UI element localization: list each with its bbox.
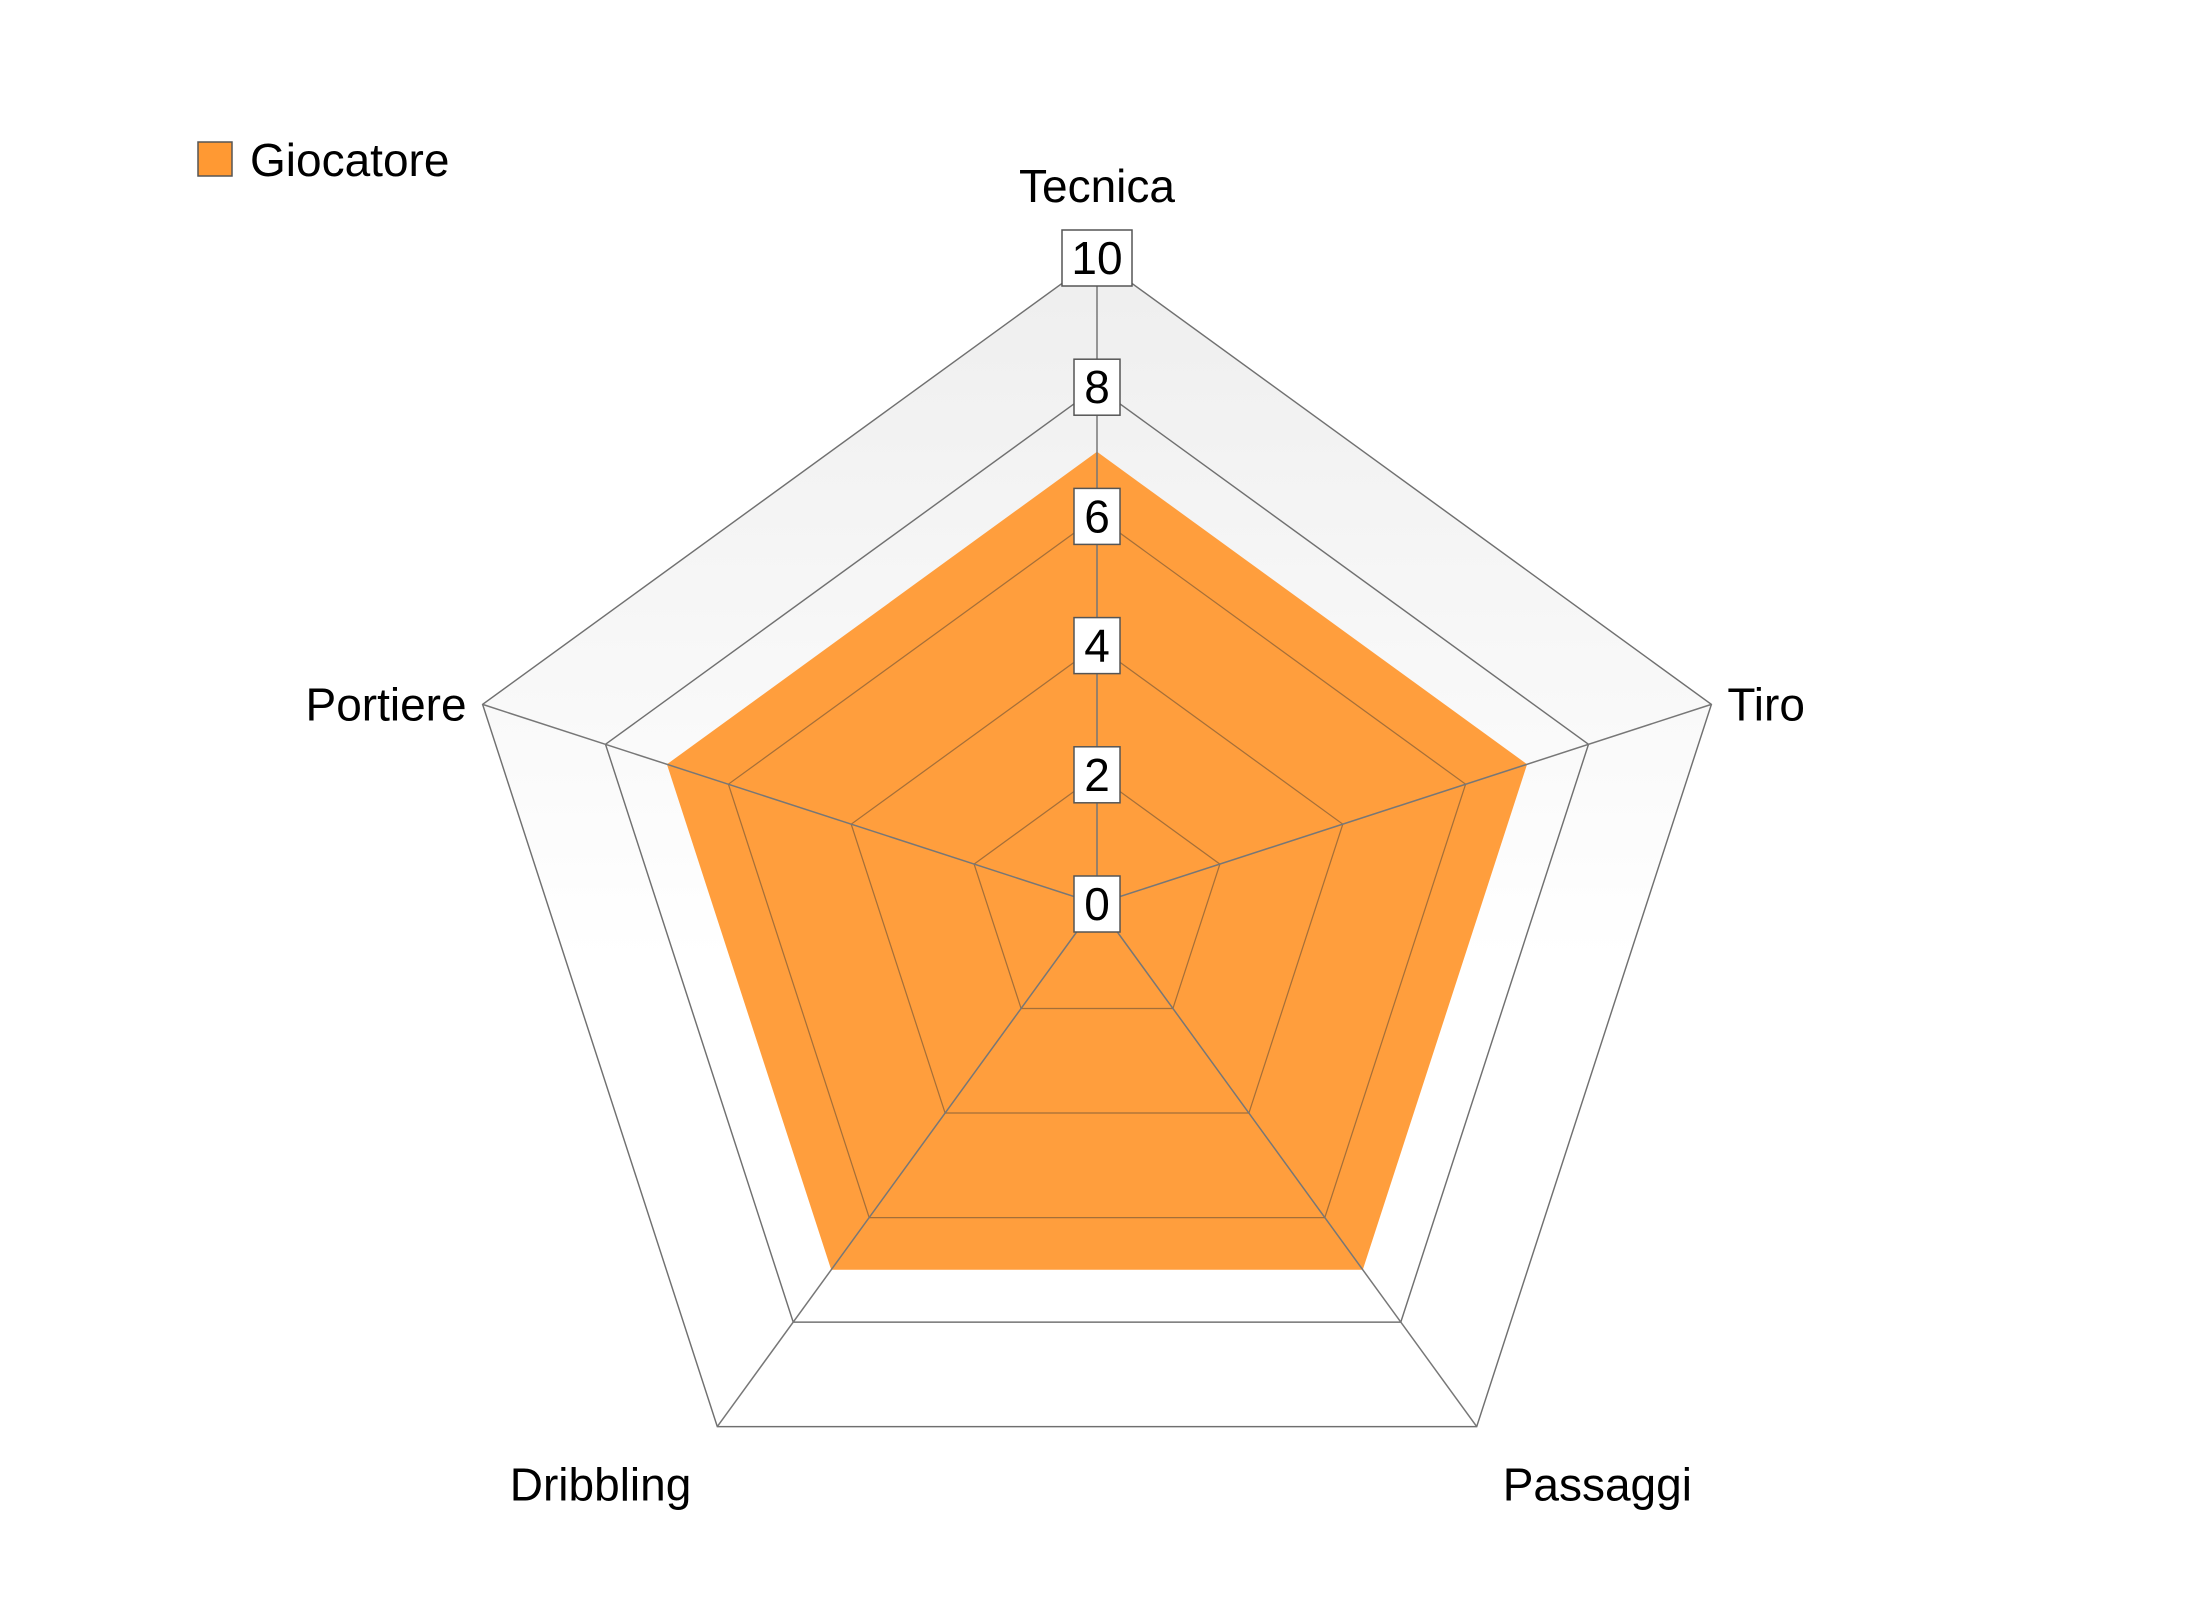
tick-label: 0 <box>1084 878 1110 930</box>
grid-ring-overlay <box>850 644 1344 1114</box>
tick-label-box <box>1073 358 1121 416</box>
tick-label-group: 6 <box>1073 487 1121 546</box>
tick-labels: 0 2 4 6 8 10 <box>1061 229 1133 933</box>
grid-ring-overlay <box>481 257 1713 1428</box>
tick-label-box <box>1073 746 1121 804</box>
legend: Giocatore <box>197 134 449 186</box>
tick-label: 10 <box>1071 232 1122 284</box>
axis-label: Tiro <box>1727 678 1805 730</box>
axis-labels: Tecnica Tiro Passaggi Dribbling Portiere <box>306 160 1805 1511</box>
tick-label-box <box>1073 875 1121 933</box>
tick-label-box <box>1073 487 1121 546</box>
tick-label-group: 4 <box>1073 616 1121 675</box>
grid-ring-overlay <box>973 774 1221 1010</box>
axis-spoke <box>482 703 1098 905</box>
tick-label-group: 8 <box>1073 358 1121 416</box>
tick-label-box <box>1073 616 1121 675</box>
axis-label: Tecnica <box>1019 160 1175 212</box>
tick-label-group: 10 <box>1061 229 1133 287</box>
axis-spoke <box>716 903 1098 1428</box>
tick-label: 4 <box>1084 620 1110 672</box>
grid-ring <box>604 386 1590 1323</box>
axis-spoke <box>1096 903 1478 1428</box>
axis-spoke <box>1096 703 1712 905</box>
tick-label-box <box>1061 229 1133 287</box>
tick-label: 2 <box>1084 749 1110 801</box>
grid-ring <box>481 257 1713 1428</box>
legend-swatch <box>197 141 233 177</box>
legend-label: Giocatore <box>250 134 449 186</box>
axis-label: Portiere <box>306 678 467 730</box>
tick-label: 6 <box>1084 490 1110 542</box>
grid-ring-overlay <box>727 515 1467 1219</box>
tick-label: 8 <box>1084 361 1110 413</box>
axis-label: Dribbling <box>510 1459 692 1511</box>
tick-label-group: 2 <box>1073 746 1121 804</box>
axis-label: Passaggi <box>1503 1459 1692 1511</box>
tick-label-group: 0 <box>1073 875 1121 933</box>
grid-ring-overlay <box>604 386 1590 1323</box>
